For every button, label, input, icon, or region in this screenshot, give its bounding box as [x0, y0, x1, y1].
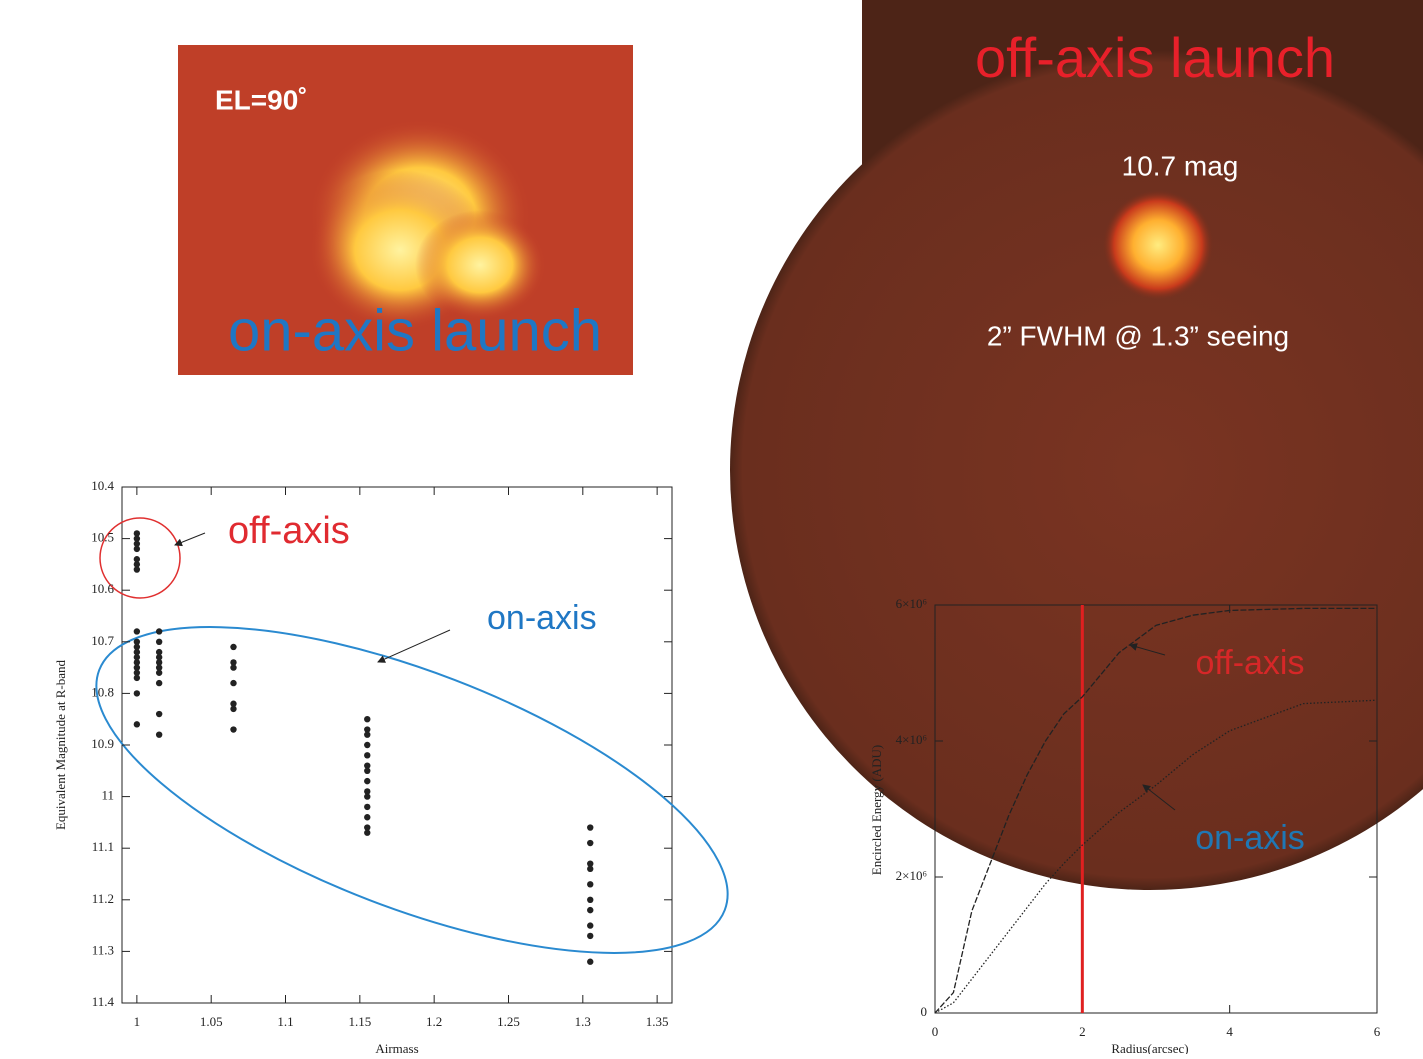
- y-tick-label: 0: [921, 1004, 928, 1019]
- x-tick-label: 6: [1374, 1024, 1381, 1039]
- point: [134, 628, 140, 634]
- point: [156, 628, 162, 634]
- x-tick-label: 2: [1079, 1024, 1086, 1039]
- y-tick-label: 2×10⁶: [896, 868, 927, 883]
- point: [230, 664, 236, 670]
- point: [587, 824, 593, 830]
- y-tick-label: 10.6: [91, 581, 114, 596]
- annotation-ellipse: [57, 560, 767, 1020]
- point: [587, 881, 593, 887]
- point: [587, 897, 593, 903]
- point: [364, 814, 370, 820]
- page: EL=90˚ on-axis launch off-axis launch 10…: [0, 0, 1423, 1054]
- x-tick-label: 1: [134, 1014, 141, 1029]
- image-halo: [730, 50, 1423, 890]
- point: [156, 639, 162, 645]
- annotation: on-axis: [1195, 819, 1305, 857]
- x-axis-label: Airmass: [375, 1041, 418, 1054]
- image-blob: [1103, 190, 1213, 300]
- y-tick-label: 10.9: [91, 736, 114, 751]
- point: [134, 690, 140, 696]
- x-tick-label: 1.05: [200, 1014, 223, 1029]
- y-tick-label: 10.8: [91, 684, 114, 699]
- point: [364, 793, 370, 799]
- x-tick-label: 0: [932, 1024, 939, 1039]
- point: [134, 721, 140, 727]
- point: [156, 711, 162, 717]
- y-tick-label: 11.1: [92, 839, 114, 854]
- image-label: EL=90˚: [215, 84, 308, 115]
- point: [364, 716, 370, 722]
- y-tick-label: 10.5: [91, 530, 114, 545]
- point: [587, 922, 593, 928]
- image-caption: off-axis launch: [975, 26, 1335, 89]
- x-axis-label: Radius(arcsec): [1111, 1041, 1188, 1054]
- image-text: 2” FWHM @ 1.3” seeing: [987, 320, 1289, 351]
- point: [156, 680, 162, 686]
- y-tick-label: 11.2: [92, 891, 114, 906]
- y-axis-label: Equivalent Magnitude at R-band: [53, 659, 68, 830]
- point: [230, 706, 236, 712]
- point: [364, 768, 370, 774]
- y-tick-label: 11: [101, 788, 114, 803]
- point: [364, 804, 370, 810]
- image-caption: on-axis launch: [228, 298, 602, 363]
- point: [230, 644, 236, 650]
- point: [134, 566, 140, 572]
- y-tick-label: 11.3: [92, 942, 114, 957]
- annotation-arrow: [378, 630, 450, 662]
- y-tick-label: 6×10⁶: [896, 596, 927, 611]
- x-tick-label: 1.35: [646, 1014, 669, 1029]
- x-tick-label: 1.3: [575, 1014, 591, 1029]
- x-tick-label: 1.1: [277, 1014, 293, 1029]
- point: [587, 933, 593, 939]
- point: [134, 546, 140, 552]
- point: [587, 840, 593, 846]
- point: [156, 670, 162, 676]
- point: [364, 778, 370, 784]
- slide: EL=90˚ on-axis launch off-axis launch 10…: [0, 0, 1423, 1054]
- point: [364, 752, 370, 758]
- point: [134, 675, 140, 681]
- point: [587, 907, 593, 913]
- point: [587, 866, 593, 872]
- y-tick-label: 11.4: [92, 994, 115, 1009]
- annotation: off-axis: [1196, 644, 1305, 682]
- x-tick-label: 4: [1226, 1024, 1233, 1039]
- annotation: off-axis: [228, 510, 350, 552]
- x-tick-label: 1.25: [497, 1014, 520, 1029]
- y-tick-label: 10.4: [91, 478, 114, 493]
- annotation-arrow: [175, 533, 205, 545]
- point: [230, 680, 236, 686]
- point: [587, 959, 593, 965]
- y-tick-label: 10.7: [91, 633, 114, 648]
- y-axis-label: Encircled Energy (ADU): [869, 745, 884, 875]
- point: [364, 742, 370, 748]
- y-tick-label: 4×10⁶: [896, 732, 927, 747]
- point: [230, 726, 236, 732]
- point: [156, 731, 162, 737]
- annotation: on-axis: [487, 599, 597, 637]
- point: [364, 731, 370, 737]
- x-tick-label: 1.2: [426, 1014, 442, 1029]
- point: [364, 830, 370, 836]
- image-text: 10.7 mag: [1122, 150, 1239, 181]
- x-tick-label: 1.15: [348, 1014, 371, 1029]
